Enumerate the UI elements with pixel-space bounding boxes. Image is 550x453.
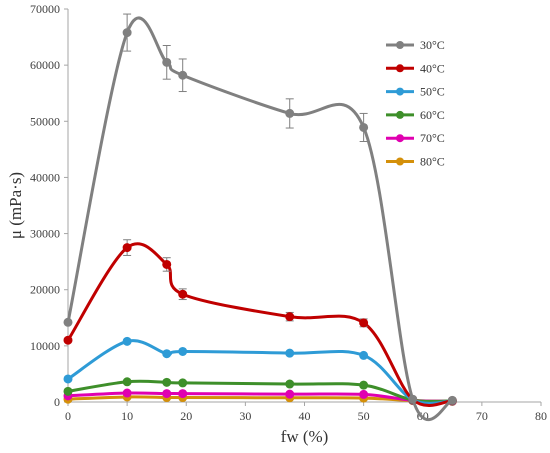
legend-label: 30°C xyxy=(420,38,445,52)
y-tick-label: 60000 xyxy=(30,58,60,72)
legend-marker xyxy=(396,87,404,96)
data-point xyxy=(359,389,369,399)
x-tick-label: 10 xyxy=(121,409,133,423)
data-point xyxy=(122,28,132,38)
y-tick-label: 20000 xyxy=(30,283,60,297)
legend-marker xyxy=(396,110,404,119)
x-tick-label: 50 xyxy=(358,409,370,423)
legend-marker xyxy=(396,41,404,49)
data-point xyxy=(63,317,73,327)
legend-marker xyxy=(396,157,404,166)
series-line xyxy=(66,16,454,422)
data-point xyxy=(178,378,188,388)
data-point xyxy=(359,318,369,328)
data-point xyxy=(178,289,188,299)
data-point xyxy=(285,312,295,322)
legend-label: 80°C xyxy=(420,155,445,169)
data-point xyxy=(162,349,172,359)
x-tick-label: 20 xyxy=(180,409,192,423)
legend-label: 40°C xyxy=(420,61,445,75)
data-point xyxy=(162,377,172,387)
data-point xyxy=(122,377,132,387)
x-axis-ticks: 0 10 20 30 40 50 60 70 80 xyxy=(65,402,547,423)
data-point xyxy=(178,346,188,356)
y-axis-ticks: 0 10000 20000 30000 40000 50000 60000 70000 xyxy=(30,2,68,409)
x-tick-label: 0 xyxy=(65,409,71,423)
legend-item: 30°C xyxy=(386,38,445,52)
x-tick-label: 30 xyxy=(239,409,251,423)
legend: 30°C 40°C 50°C 60°C 70°C 80°C xyxy=(386,38,445,169)
series-2 xyxy=(63,239,457,407)
y-tick-label: 70000 xyxy=(30,2,60,16)
series-layer xyxy=(63,13,457,422)
data-point xyxy=(359,350,369,360)
data-point xyxy=(285,108,295,118)
x-tick-label: 40 xyxy=(299,409,311,423)
legend-item: 40°C xyxy=(386,61,445,75)
legend-label: 60°C xyxy=(420,108,445,122)
data-point xyxy=(178,70,188,80)
series-1 xyxy=(63,13,457,422)
legend-label: 70°C xyxy=(420,131,445,145)
legend-label: 50°C xyxy=(420,85,445,99)
data-point xyxy=(359,122,369,132)
data-point xyxy=(162,259,172,269)
data-point xyxy=(447,395,457,405)
data-point xyxy=(408,394,418,404)
series-line xyxy=(66,379,454,403)
y-tick-label: 50000 xyxy=(30,114,60,128)
data-point xyxy=(359,380,369,390)
data-point xyxy=(178,389,188,399)
y-tick-label: 40000 xyxy=(30,170,60,184)
legend-item: 60°C xyxy=(386,108,445,122)
legend-marker xyxy=(396,64,404,73)
data-point xyxy=(63,335,73,345)
y-tick-label: 0 xyxy=(54,395,60,409)
data-point xyxy=(122,336,132,346)
data-point xyxy=(162,57,172,67)
data-point xyxy=(285,348,295,358)
data-point xyxy=(63,374,73,384)
axes xyxy=(67,9,541,403)
data-point xyxy=(122,388,132,398)
data-point xyxy=(285,389,295,399)
legend-item: 80°C xyxy=(386,155,445,169)
y-tick-label: 10000 xyxy=(30,339,60,353)
y-tick-label: 30000 xyxy=(30,227,60,241)
data-point xyxy=(63,386,73,396)
data-point xyxy=(162,389,172,399)
x-axis-title: fw (%) xyxy=(281,427,329,446)
legend-item: 70°C xyxy=(386,131,445,145)
data-point xyxy=(122,243,132,253)
legend-item: 50°C xyxy=(386,85,445,99)
x-tick-label: 80 xyxy=(535,409,547,423)
legend-marker xyxy=(396,134,404,143)
data-point xyxy=(285,379,295,389)
x-tick-label: 70 xyxy=(476,409,488,423)
y-axis-title: μ (mPa·s) xyxy=(6,172,25,239)
